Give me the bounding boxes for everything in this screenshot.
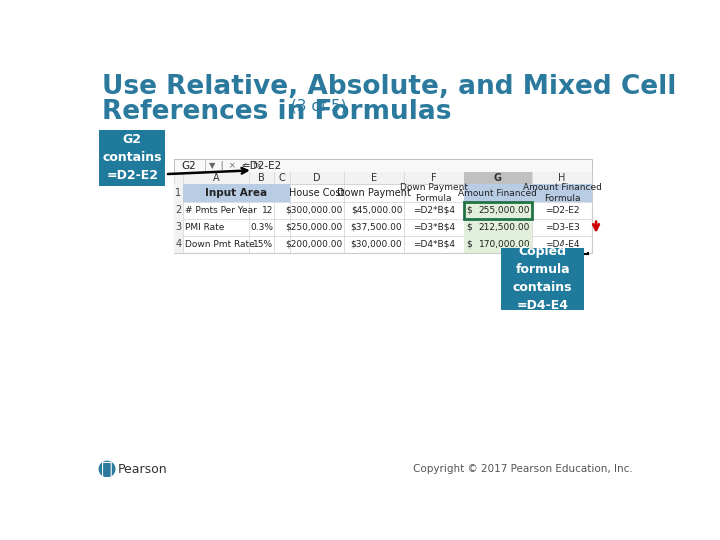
Text: References in Formulas: References in Formulas [102,99,451,125]
Text: ▼  |  ×  ✓  fx: ▼ | × ✓ fx [210,161,262,170]
FancyBboxPatch shape [464,172,532,184]
Text: $45,000.00: $45,000.00 [351,206,402,215]
Text: $300,000.00: $300,000.00 [285,206,343,215]
FancyBboxPatch shape [464,184,593,202]
Text: $: $ [467,223,472,232]
Text: C: C [279,173,286,183]
Text: E: E [371,173,377,183]
Text: =D2*B$4: =D2*B$4 [413,206,455,215]
Text: 4: 4 [175,239,181,249]
Text: G2: G2 [182,161,197,171]
Text: =D4*B$4: =D4*B$4 [413,240,455,249]
Text: $37,500.00: $37,500.00 [351,223,402,232]
Text: House Cost: House Cost [289,188,345,198]
FancyBboxPatch shape [174,159,204,173]
Text: G: G [494,173,502,183]
FancyBboxPatch shape [464,202,532,219]
Text: =D2-E2: =D2-E2 [545,206,579,215]
Text: (3 of 5): (3 of 5) [286,99,346,114]
Text: $: $ [467,240,472,249]
Text: A: A [212,173,220,183]
Text: Down Payment
Formula: Down Payment Formula [400,184,468,202]
Text: $200,000.00: $200,000.00 [285,240,343,249]
Circle shape [99,461,114,477]
Text: Pearson: Pearson [118,463,168,476]
FancyBboxPatch shape [174,184,183,253]
Text: D: D [313,173,321,183]
Text: Amount Financed
Formula: Amount Financed Formula [523,184,601,202]
Text: Copyright © 2017 Pearson Education, Inc.: Copyright © 2017 Pearson Education, Inc. [413,464,632,474]
Text: =D2-E2: =D2-E2 [242,161,282,171]
Text: Ⓟ: Ⓟ [102,460,113,478]
Text: Input Area: Input Area [205,188,268,198]
Text: =D3-E3: =D3-E3 [544,223,580,232]
FancyBboxPatch shape [500,248,585,309]
Text: $30,000.00: $30,000.00 [351,240,402,249]
Text: Use Relative, Absolute, and Mixed Cell: Use Relative, Absolute, and Mixed Cell [102,74,676,100]
Text: Down Pmt Rate: Down Pmt Rate [184,240,254,249]
FancyBboxPatch shape [99,130,165,186]
FancyBboxPatch shape [464,219,532,236]
Text: 12: 12 [261,206,273,215]
Text: PMI Rate: PMI Rate [184,223,224,232]
Text: $250,000.00: $250,000.00 [285,223,343,232]
Text: Copied
formula
contains
=D4-E4: Copied formula contains =D4-E4 [513,245,572,312]
FancyBboxPatch shape [174,172,593,253]
Text: 170,000.00: 170,000.00 [479,240,530,249]
Text: G2
contains
=D2-E2: G2 contains =D2-E2 [102,133,162,183]
Text: 3: 3 [175,222,181,232]
Text: F: F [431,173,436,183]
Text: B: B [258,173,265,183]
FancyBboxPatch shape [464,236,532,253]
Text: H: H [558,173,566,183]
Text: 1: 1 [175,188,181,198]
Text: # Pmts Per Year: # Pmts Per Year [184,206,256,215]
Text: Down Payment: Down Payment [337,188,411,198]
Text: Amount Financed: Amount Financed [458,188,537,198]
Text: 255,000.00: 255,000.00 [479,206,530,215]
Text: $: $ [467,206,472,215]
Text: 0.3%: 0.3% [250,223,273,232]
FancyBboxPatch shape [174,172,593,184]
FancyBboxPatch shape [183,184,290,202]
Text: 212,500.00: 212,500.00 [479,223,530,232]
Text: =D4-E4: =D4-E4 [545,240,579,249]
Text: =D3*B$4: =D3*B$4 [413,223,455,232]
Text: 2: 2 [175,205,181,215]
FancyBboxPatch shape [174,159,593,173]
Text: 15%: 15% [253,240,273,249]
